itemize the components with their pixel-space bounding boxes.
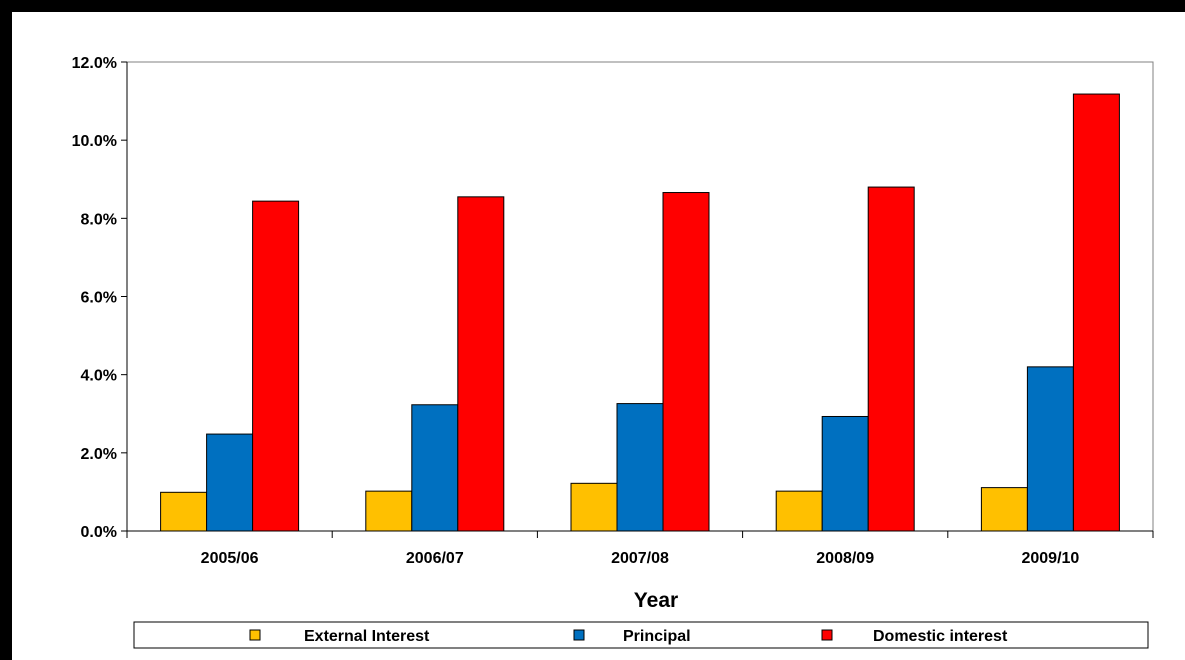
legend-swatch — [573, 629, 585, 641]
y-tick-label: 12.0% — [72, 55, 117, 72]
legend-label: Principal — [623, 628, 691, 645]
bar-domestic-interest — [252, 200, 300, 532]
y-tick-label: 4.0% — [81, 368, 117, 385]
bar-external-interest — [980, 487, 1028, 532]
chart-background — [12, 12, 1185, 660]
x-tick-label: 2005/06 — [201, 550, 259, 567]
bar-external-interest — [775, 490, 823, 532]
bar-principal — [1026, 366, 1074, 532]
y-tick-label: 6.0% — [81, 290, 117, 307]
y-tick-label: 8.0% — [81, 211, 117, 228]
bar-principal — [411, 404, 459, 532]
bar-external-interest — [160, 491, 208, 532]
legend-label: Domestic interest — [873, 628, 1008, 645]
x-tick-label: 2006/07 — [406, 550, 464, 567]
x-tick-label: 2009/10 — [1021, 550, 1079, 567]
legend-swatch — [821, 629, 833, 641]
y-tick-label: 2.0% — [81, 446, 117, 463]
y-axis: 0.0% 2.0% 4.0% 6.0% 8.0% 10.0% 12.0% — [72, 55, 128, 541]
bar-domestic-interest — [1072, 93, 1120, 532]
legend-label: External Interest — [304, 628, 430, 645]
legend-swatch — [249, 629, 261, 641]
legend-box — [133, 621, 1149, 649]
legend: External Interest Principal Domestic inter… — [133, 621, 1149, 649]
bar-domestic-interest — [457, 196, 505, 532]
bar-principal — [616, 403, 664, 532]
bar-principal — [821, 415, 869, 532]
bar-domestic-interest — [662, 192, 710, 532]
bars — [160, 93, 1120, 532]
x-tick-label: 2007/08 — [611, 550, 669, 567]
bar-principal — [206, 433, 254, 532]
x-tick-label: 2008/09 — [816, 550, 874, 567]
bar-external-interest — [365, 490, 413, 532]
y-tick-label: 10.0% — [72, 133, 117, 150]
bar-domestic-interest — [867, 186, 915, 532]
bar-external-interest — [570, 482, 618, 532]
y-tick-label: 0.0% — [81, 524, 117, 541]
x-axis-title: Year — [634, 589, 678, 612]
